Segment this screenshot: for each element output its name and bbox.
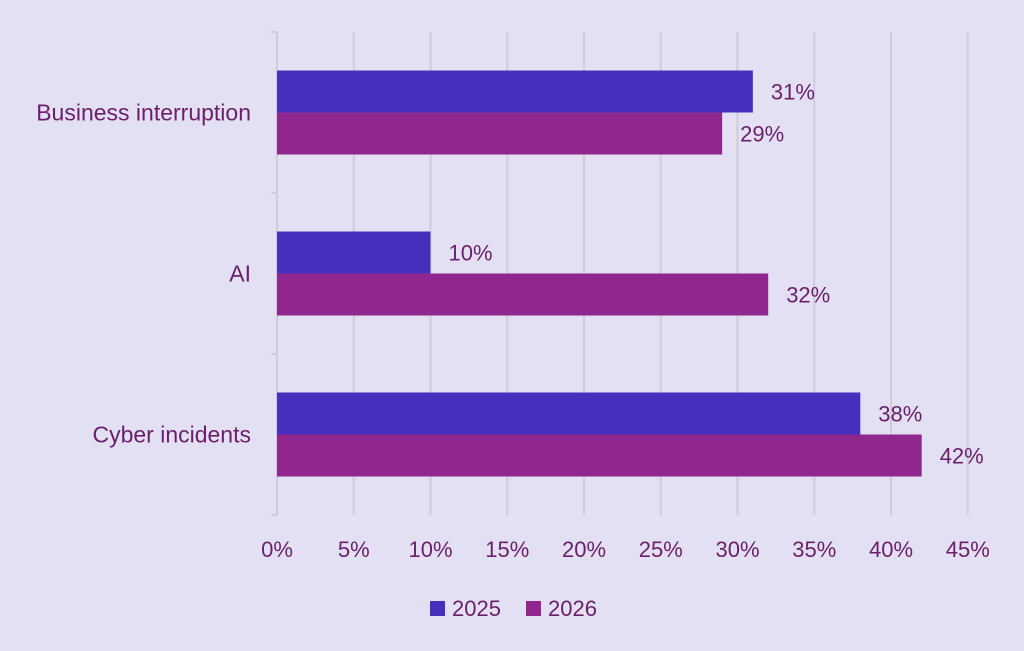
x-tick-label: 15% bbox=[485, 537, 529, 562]
bar-2026-ai bbox=[277, 273, 769, 316]
category-label: Business interruption bbox=[36, 100, 251, 126]
data-label: 42% bbox=[940, 444, 984, 469]
data-label: 29% bbox=[740, 122, 784, 147]
x-tick-label: 5% bbox=[338, 537, 370, 562]
data-label: 31% bbox=[771, 80, 815, 105]
x-axis-tick-labels: 0% 5% 10% 15% 20% 25% 30% 35% 40% 45% bbox=[261, 537, 990, 562]
category-label: Cyber incidents bbox=[92, 422, 251, 448]
legend-label: 2025 bbox=[452, 596, 501, 621]
data-label: 10% bbox=[449, 241, 493, 266]
legend-swatch-2025 bbox=[430, 601, 445, 616]
data-label: 32% bbox=[786, 283, 830, 308]
data-label: 38% bbox=[878, 402, 922, 427]
x-tick-label: 40% bbox=[869, 537, 913, 562]
category-labels: Business interruption AI Cyber incidents bbox=[36, 100, 251, 448]
legend: 2025 2026 bbox=[430, 596, 597, 621]
x-tick-label: 20% bbox=[562, 537, 606, 562]
x-tick-label: 35% bbox=[792, 537, 836, 562]
legend-label: 2026 bbox=[548, 596, 597, 621]
category-label: AI bbox=[229, 261, 251, 287]
bar-2025-business-interruption bbox=[277, 70, 753, 113]
bar-2026-business-interruption bbox=[277, 112, 723, 155]
x-tick-label: 25% bbox=[639, 537, 683, 562]
data-labels: 31% 29% 10% 32% 38% 42% bbox=[449, 80, 984, 469]
x-tick-label: 0% bbox=[261, 537, 293, 562]
bar-2025-ai bbox=[277, 231, 431, 274]
bars bbox=[277, 70, 922, 477]
bar-2026-cyber-incidents bbox=[277, 434, 922, 477]
bar-2025-cyber-incidents bbox=[277, 392, 861, 435]
x-tick-label: 30% bbox=[715, 537, 759, 562]
legend-swatch-2026 bbox=[526, 601, 541, 616]
x-tick-label: 10% bbox=[408, 537, 452, 562]
x-tick-label: 45% bbox=[946, 537, 990, 562]
